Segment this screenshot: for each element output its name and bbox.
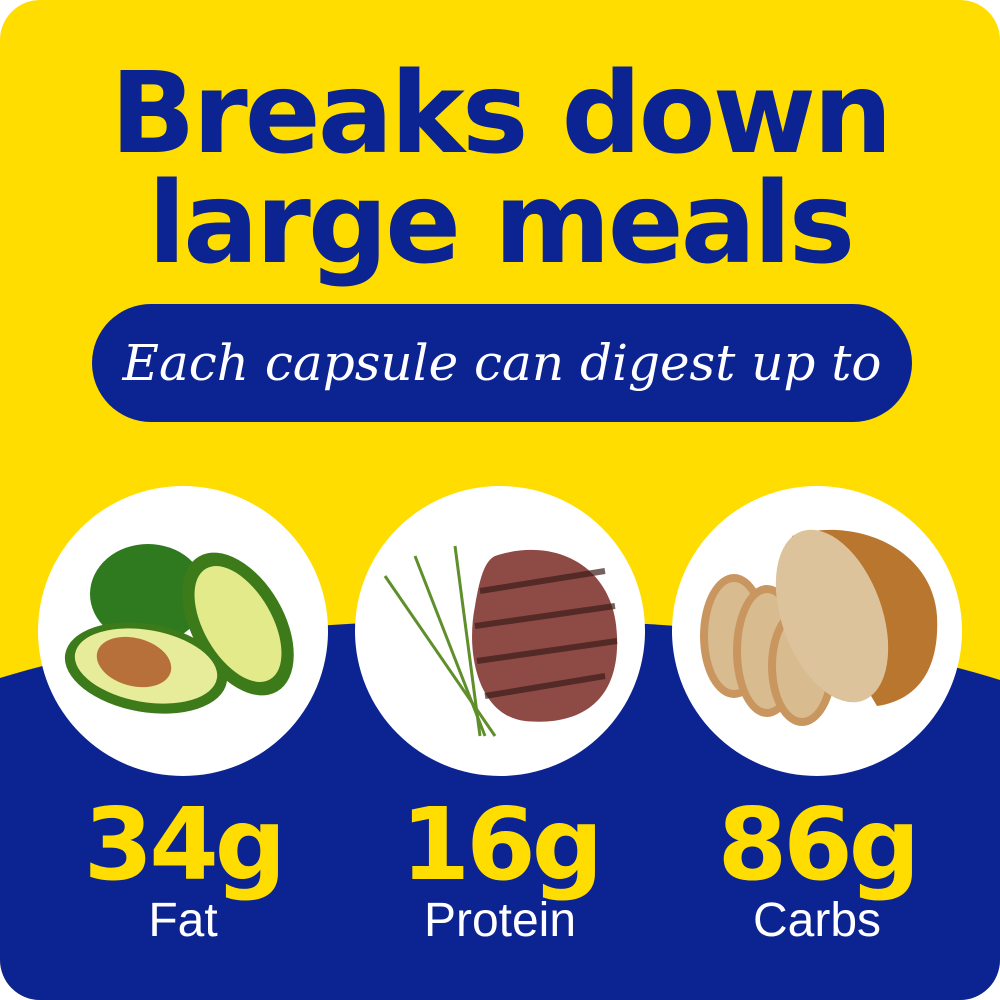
nutrient-amount: 86g xyxy=(717,786,921,903)
subtitle-banner: Each capsule can digest up to xyxy=(92,304,912,422)
avatar-image-bread xyxy=(672,486,962,776)
avatar-image-steak xyxy=(355,486,645,776)
nutrient-label: Fat xyxy=(148,894,218,947)
steak-icon xyxy=(383,545,618,737)
avatar-image-avocado xyxy=(38,486,328,776)
nutrient-protein: 16g Protein xyxy=(335,795,665,948)
nutrient-label: Carbs xyxy=(752,894,882,947)
bread-icon xyxy=(700,529,938,726)
nutrient-carbs: 86g Carbs xyxy=(652,795,982,948)
nutrient-amount: 16g xyxy=(400,786,604,903)
headline-line-1: Breaks down xyxy=(110,49,893,179)
nutrient-amount: 34g xyxy=(83,786,287,903)
subtitle-text: Each capsule can digest up to xyxy=(122,334,882,392)
nutrient-fat: 34g Fat xyxy=(18,795,348,948)
headline-line-2: large meals xyxy=(147,159,856,289)
avocado-icon xyxy=(64,544,294,714)
nutrient-label: Protein xyxy=(423,894,577,947)
